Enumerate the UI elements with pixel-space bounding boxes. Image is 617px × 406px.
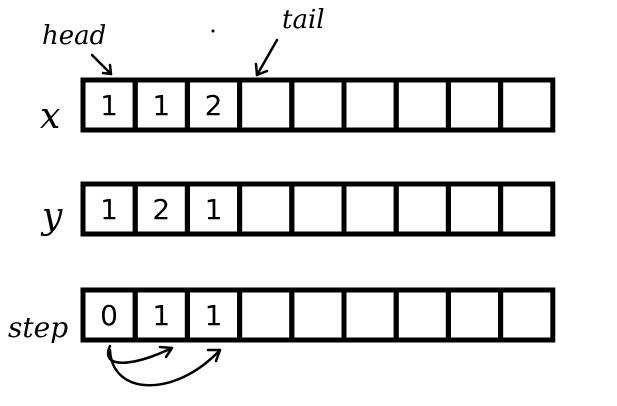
step-arrowhead-1 (158, 345, 174, 359)
array-step-cell (341, 287, 399, 343)
array-step-cell (289, 287, 347, 343)
array-x: 1 1 2 (80, 77, 556, 133)
array-y-cell (237, 181, 295, 237)
tail-arrowhead (254, 62, 269, 77)
array-step-cell (393, 287, 451, 343)
array-step-cell (445, 287, 504, 343)
array-y-cell (445, 181, 504, 237)
array-x-cell (393, 77, 451, 133)
array-y-value: 2 (152, 193, 170, 226)
tail-arrow (255, 38, 279, 77)
step-arrowhead-2 (206, 348, 222, 363)
array-x-cell (445, 77, 504, 133)
array-x-cell (237, 77, 295, 133)
array-x-cell (341, 77, 399, 133)
head-label: head (42, 21, 106, 51)
array-step-cell (237, 287, 295, 343)
stray-dot (211, 29, 215, 33)
step-arrow-1 (106, 344, 174, 364)
row-label-step: step (8, 311, 68, 344)
head-arrow (90, 53, 113, 76)
array-x-value: 1 (152, 89, 170, 122)
array-y-cell (498, 181, 556, 237)
array-y-cell (341, 181, 399, 237)
array-x-value: 1 (100, 89, 118, 122)
array-x-value: 2 (205, 89, 223, 122)
array-step-value: 1 (205, 299, 223, 332)
array-y-value: 1 (205, 193, 223, 226)
array-step-value: 0 (100, 299, 118, 332)
array-y-cell (289, 181, 347, 237)
head-arrowhead (101, 63, 113, 76)
row-label-x: x (40, 96, 60, 137)
array-step: 0 1 1 (80, 287, 556, 343)
array-x-cell (498, 77, 556, 133)
array-step-cell (498, 287, 556, 343)
array-step-value: 1 (152, 299, 170, 332)
array-y-cell (393, 181, 451, 237)
arrays: 1 1 2 1 2 1 0 1 1 (80, 77, 556, 343)
step-arrow-2 (108, 348, 222, 387)
array-x-cell (289, 77, 347, 133)
row-label-y: y (40, 196, 63, 237)
tail-label: tail (282, 5, 325, 35)
array-y-value: 1 (100, 193, 118, 226)
array-y: 1 2 1 (80, 181, 556, 237)
